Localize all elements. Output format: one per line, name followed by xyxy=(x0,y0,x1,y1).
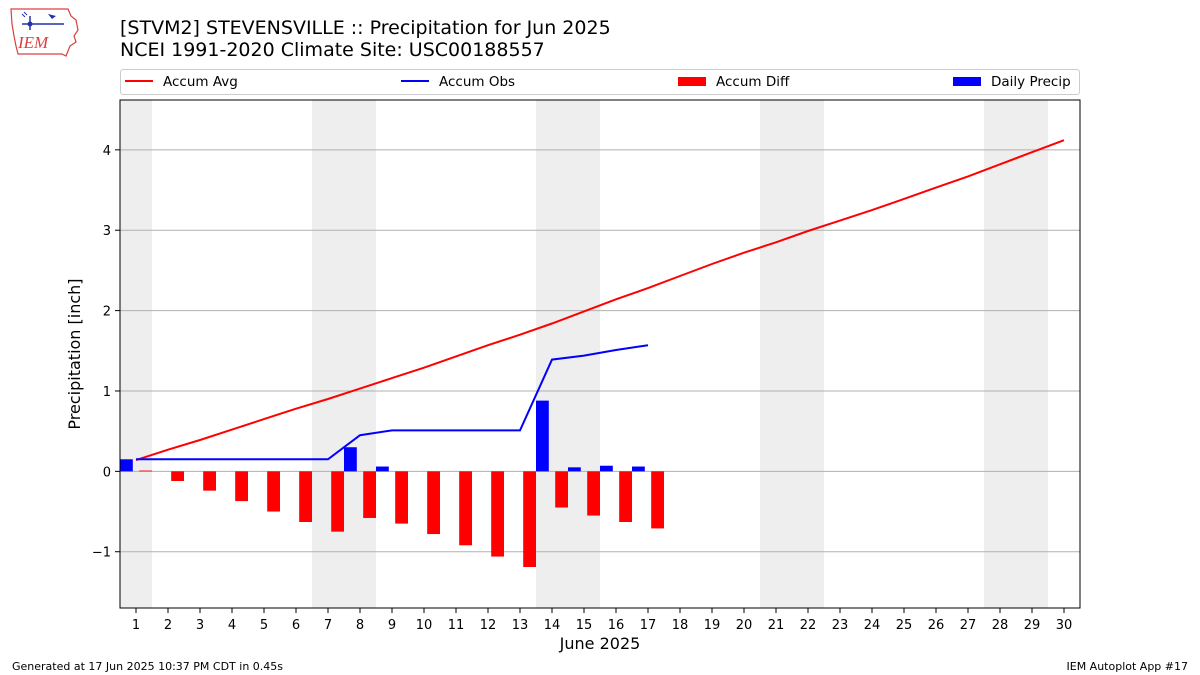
x-tick-label-27: 27 xyxy=(960,618,977,633)
legend-swatch-accum-obs xyxy=(401,80,429,82)
x-tick-label-10: 10 xyxy=(416,618,433,633)
legend-swatch-accum-diff xyxy=(678,76,706,86)
accum-diff-bar-15 xyxy=(587,471,600,516)
x-tick-label-9: 9 xyxy=(388,618,396,633)
x-tick-label-26: 26 xyxy=(928,618,945,633)
weekend-band-7 xyxy=(312,100,344,608)
app-id: IEM Autoplot App #17 xyxy=(1066,660,1189,673)
plot-frame xyxy=(119,99,1081,609)
weekend-band-21 xyxy=(760,100,792,608)
daily-precip-bar-14 xyxy=(536,400,549,472)
x-tick-label-29: 29 xyxy=(1024,618,1041,633)
weekend-bands xyxy=(120,100,1048,608)
accum-diff-bar-10 xyxy=(427,471,440,535)
x-tick-label-5: 5 xyxy=(260,618,268,633)
x-tick-label-22: 22 xyxy=(800,618,817,633)
daily-precip-bar-16 xyxy=(600,465,613,472)
y-tick-label-1: 0 xyxy=(103,465,111,480)
x-tick-label-30: 30 xyxy=(1056,618,1073,633)
daily-precip-bar-15 xyxy=(568,467,581,472)
daily-precip-bar-1 xyxy=(120,459,133,472)
accum-diff-bar-7 xyxy=(331,471,344,532)
x-tick-label-21: 21 xyxy=(768,618,785,633)
accum-diff-bar-1 xyxy=(139,470,152,472)
series-lines xyxy=(135,139,1065,462)
x-tick-label-14: 14 xyxy=(544,618,561,633)
y-tick-label-0: −1 xyxy=(92,546,111,561)
x-tick-label-1: 1 xyxy=(132,618,140,633)
legend-item-daily-precip: Daily Precip xyxy=(953,74,1071,90)
x-tick-label-11: 11 xyxy=(448,618,465,633)
accum-obs-line xyxy=(136,344,649,461)
legend-swatch-daily-precip xyxy=(953,76,981,86)
x-tick-label-17: 17 xyxy=(640,618,657,633)
y-tick-label-5: 4 xyxy=(103,144,111,159)
x-tick-label-23: 23 xyxy=(832,618,849,633)
daily-precip-bar-8 xyxy=(344,447,357,472)
bars xyxy=(120,400,664,568)
accum-diff-bar-9 xyxy=(395,471,408,524)
weekend-band-8 xyxy=(344,100,376,608)
legend-swatch-accum-avg xyxy=(125,80,153,82)
legend-item-accum-avg: Accum Avg xyxy=(125,74,238,90)
accum-diff-bar-12 xyxy=(491,471,504,557)
accum-diff-bar-3 xyxy=(203,471,216,491)
iem-logo: IEM xyxy=(10,8,79,57)
accum-diff-bar-5 xyxy=(267,471,280,512)
x-tick-label-18: 18 xyxy=(672,618,689,633)
y-axis-label: Precipitation [inch] xyxy=(65,278,84,429)
x-tick-label-2: 2 xyxy=(164,618,172,633)
x-tick-label-24: 24 xyxy=(864,618,881,633)
x-tick-label-3: 3 xyxy=(196,618,204,633)
accum-diff-bar-2 xyxy=(171,471,184,481)
x-tick-label-7: 7 xyxy=(324,618,332,633)
accum-diff-bar-16 xyxy=(619,471,632,522)
weekend-band-29 xyxy=(1016,100,1048,608)
x-tick-label-12: 12 xyxy=(480,618,497,633)
accum-diff-bar-6 xyxy=(299,471,312,522)
y-tick-label-4: 3 xyxy=(103,224,111,239)
accum-diff-bar-11 xyxy=(459,471,472,546)
legend-label-accum-diff: Accum Diff xyxy=(716,74,790,90)
x-axis-label: June 2025 xyxy=(559,634,641,653)
y-tick-label-2: 1 xyxy=(103,385,111,400)
x-tick-label-15: 15 xyxy=(576,618,593,633)
accum-diff-bar-17 xyxy=(651,471,664,529)
weekend-band-28 xyxy=(984,100,1016,608)
legend-item-accum-diff: Accum Diff xyxy=(678,74,789,90)
x-tick-label-6: 6 xyxy=(292,618,300,633)
x-tick-label-28: 28 xyxy=(992,618,1009,633)
chart-legend: Accum Avg Accum Obs Accum Diff Daily Pre… xyxy=(120,69,1080,95)
accum-avg-line xyxy=(135,139,1065,462)
x-tick-label-13: 13 xyxy=(512,618,529,633)
daily-precip-bar-9 xyxy=(376,466,389,472)
x-tick-label-8: 8 xyxy=(356,618,364,633)
accum-diff-bar-14 xyxy=(555,471,568,508)
chart-subtitle: NCEI 1991-2020 Climate Site: USC00188557 xyxy=(120,39,545,61)
legend-label-daily-precip: Daily Precip xyxy=(991,74,1071,90)
legend-label-accum-obs: Accum Obs xyxy=(439,74,516,90)
y-tick-label-3: 2 xyxy=(103,305,111,320)
daily-precip-bar-17 xyxy=(632,466,645,472)
x-tick-label-25: 25 xyxy=(896,618,913,633)
x-tick-label-20: 20 xyxy=(736,618,753,633)
legend-label-accum-avg: Accum Avg xyxy=(163,74,238,90)
x-tick-label-16: 16 xyxy=(608,618,625,633)
legend-item-accum-obs: Accum Obs xyxy=(401,74,515,90)
x-tick-label-4: 4 xyxy=(228,618,236,633)
accum-diff-bar-13 xyxy=(523,471,536,568)
chart-title: [STVM2] STEVENSVILLE :: Precipitation fo… xyxy=(120,17,611,39)
weekend-band-1 xyxy=(120,100,152,608)
weekend-band-22 xyxy=(792,100,824,608)
logo-text: IEM xyxy=(17,33,49,52)
generated-timestamp: Generated at 17 Jun 2025 10:37 PM CDT in… xyxy=(12,660,284,673)
accum-diff-bar-4 xyxy=(235,471,248,502)
weekend-band-14 xyxy=(536,100,568,608)
x-tick-label-19: 19 xyxy=(704,618,721,633)
accum-diff-bar-8 xyxy=(363,471,376,518)
